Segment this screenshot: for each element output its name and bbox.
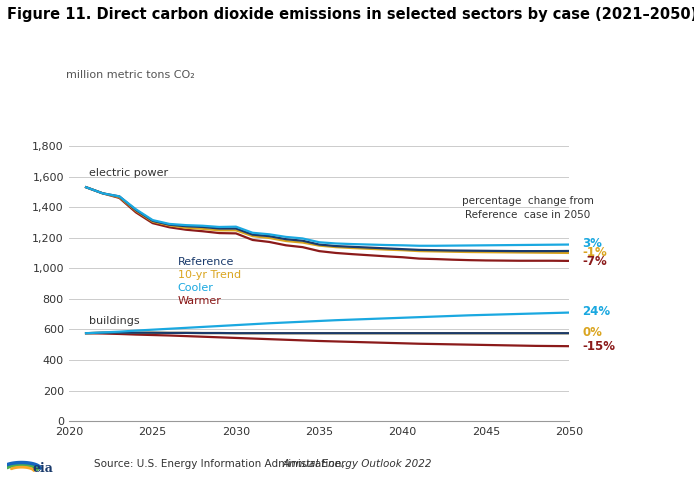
Text: -15%: -15%	[582, 340, 616, 353]
Text: buildings: buildings	[90, 317, 140, 326]
Text: Source: U.S. Energy Information Administration,: Source: U.S. Energy Information Administ…	[94, 459, 348, 469]
Text: -7%: -7%	[582, 255, 607, 268]
Text: eia: eia	[33, 462, 53, 475]
Text: percentage  change from
Reference  case in 2050: percentage change from Reference case in…	[462, 197, 593, 220]
Text: Warmer: Warmer	[178, 296, 221, 306]
Text: Annual Energy Outlook 2022: Annual Energy Outlook 2022	[282, 459, 432, 469]
Text: Figure 11. Direct carbon dioxide emissions in selected sectors by case (2021–205: Figure 11. Direct carbon dioxide emissio…	[7, 7, 694, 22]
Text: million metric tons CO₂: million metric tons CO₂	[66, 70, 195, 80]
Text: electric power: electric power	[90, 168, 169, 178]
Text: 0%: 0%	[582, 326, 602, 339]
Text: 24%: 24%	[582, 305, 611, 318]
Text: Reference: Reference	[178, 257, 234, 267]
Text: 3%: 3%	[582, 237, 602, 250]
Text: -1%: -1%	[582, 246, 607, 258]
Text: Cooler: Cooler	[178, 283, 214, 293]
Text: 10-yr Trend: 10-yr Trend	[178, 270, 241, 280]
